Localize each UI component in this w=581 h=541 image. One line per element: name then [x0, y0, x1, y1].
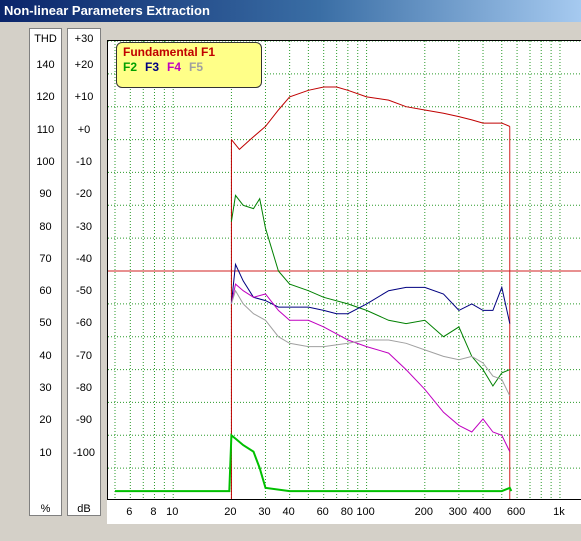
x-tick-label-1: 8: [150, 506, 156, 518]
legend-item-f3: F3: [145, 60, 160, 74]
thd-axis-label-7: 60: [39, 285, 52, 298]
series-f4: [230, 283, 511, 452]
db-axis-label-0: +20: [74, 59, 94, 71]
thd-axis-label-10: 30: [39, 382, 52, 394]
chart-legend: Fundamental F1 F2 F3 F4 F5: [116, 42, 262, 88]
x-tick-label-10: 300: [449, 506, 467, 518]
db-axis-label-5: -30: [76, 220, 92, 233]
thd-axis-footer: %: [40, 503, 51, 515]
x-tick-label-0: 6: [126, 506, 132, 518]
thd-axis-label-12: 10: [39, 446, 52, 459]
db-axis-footer: dB: [77, 503, 91, 515]
series-thd: [115, 433, 513, 493]
db-axis-label-2: +0: [77, 123, 91, 136]
db-axis-header: +30: [74, 33, 94, 45]
db-axis-label-11: -90: [76, 414, 92, 427]
x-tick-label-5: 40: [283, 506, 295, 518]
series-fundamental-f1: [231, 86, 510, 151]
db-axis-label-9: -70: [76, 349, 92, 362]
thd-axis-label-8: 50: [39, 317, 52, 330]
x-tick-label-11: 400: [473, 506, 491, 518]
legend-items: F2 F3 F4 F5: [123, 60, 255, 75]
thd-axis-label-9: 40: [39, 349, 52, 362]
thd-axis-label-2: 110: [36, 123, 55, 136]
thd-axis-label-1: 120: [36, 91, 55, 104]
series-f2: [230, 194, 510, 387]
chart-svg: [108, 41, 581, 499]
db-axis-label-12: -100: [72, 446, 96, 459]
db-axis: +30 +20 +10 +0 -10 -20 -30 -40 -50 -60 -70 -80 -90 -…: [67, 28, 101, 516]
thd-axis-header: THD: [34, 33, 57, 45]
x-axis: 6 8 10 20 30 40 60 80 100 200 300 400 600 1k: [107, 500, 581, 524]
thd-axis-label-3: 100: [36, 155, 55, 168]
window-titlebar[interactable]: Non-linear Parameters Extraction: [0, 0, 581, 22]
db-axis-label-10: -80: [76, 382, 92, 394]
x-tick-label-3: 20: [224, 506, 236, 518]
x-axis-svg: 6 8 10 20 30 40 60 80 100 200 300 400 600 1k: [126, 506, 565, 518]
legend-item-f5: F5: [189, 60, 204, 74]
db-axis-label-1: +10: [74, 91, 94, 104]
db-axis-label-7: -50: [76, 285, 92, 298]
thd-axis-label-0: 140: [36, 59, 55, 71]
x-tick-label-4: 30: [258, 506, 270, 518]
thd-axis: THD 140 120 110 100 90 80 70 60 50 40 30 20 10 %: [29, 28, 62, 516]
x-tick-label-2: 10: [166, 506, 178, 518]
thd-axis-label-6: 70: [39, 252, 52, 265]
legend-item-f4: F4: [167, 60, 182, 74]
db-axis-label-3: -10: [76, 155, 92, 168]
thd-axis-label-11: 20: [39, 414, 52, 427]
thd-axis-label-4: 90: [39, 188, 52, 201]
x-tick-label-8: 100: [356, 506, 374, 518]
db-axis-label-8: -60: [76, 317, 92, 330]
x-tick-label-7: 80: [341, 506, 353, 518]
x-tick-label-12: 600: [507, 506, 525, 518]
x-tick-label-13: 1k: [553, 506, 565, 518]
legend-title: Fundamental F1: [123, 45, 216, 59]
db-axis-label-4: -20: [76, 188, 92, 201]
series-f3: [230, 262, 511, 324]
thd-axis-label-5: 80: [39, 220, 52, 233]
series-f5: [230, 289, 511, 397]
x-tick-label-9: 200: [415, 506, 433, 518]
x-tick-label-6: 60: [317, 506, 329, 518]
plot-area[interactable]: [107, 40, 581, 500]
legend-item-f2: F2: [123, 60, 138, 74]
db-axis-label-6: -40: [76, 252, 92, 265]
